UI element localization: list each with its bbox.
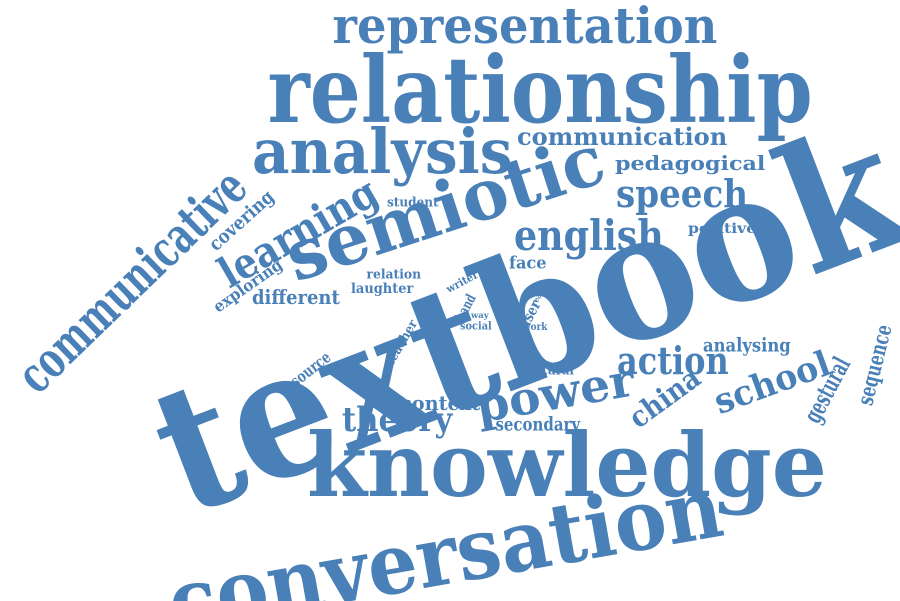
word-communication: communication — [517, 122, 728, 151]
word-laughter: laughter — [351, 281, 414, 297]
word-representation: representation — [332, 0, 718, 55]
word-face: face — [509, 253, 547, 274]
word-context: context — [400, 391, 481, 415]
word-way: way — [471, 310, 489, 320]
word-analysing: secondary — [495, 413, 581, 436]
word-student: student — [387, 195, 439, 211]
word-speech: speech — [616, 171, 749, 216]
word-pedagogical: pedagogical — [615, 151, 766, 175]
word-positive: positive — [688, 221, 757, 237]
word-analysis: analysis — [252, 115, 513, 188]
word-english: english — [514, 211, 664, 260]
word-relationship: relationship — [267, 36, 813, 144]
word-social: social — [460, 319, 492, 333]
word-knowledge: knowledge — [307, 413, 827, 517]
word-work: work — [523, 322, 548, 333]
word-sequence: sequence — [852, 321, 898, 408]
word-secondary: analysing — [703, 334, 791, 357]
word-action: action — [617, 338, 729, 383]
word-relation: relation — [366, 267, 422, 283]
word-different: different — [252, 285, 340, 309]
word-cultural: cultural — [522, 363, 574, 379]
word-theory: theory — [342, 400, 453, 440]
